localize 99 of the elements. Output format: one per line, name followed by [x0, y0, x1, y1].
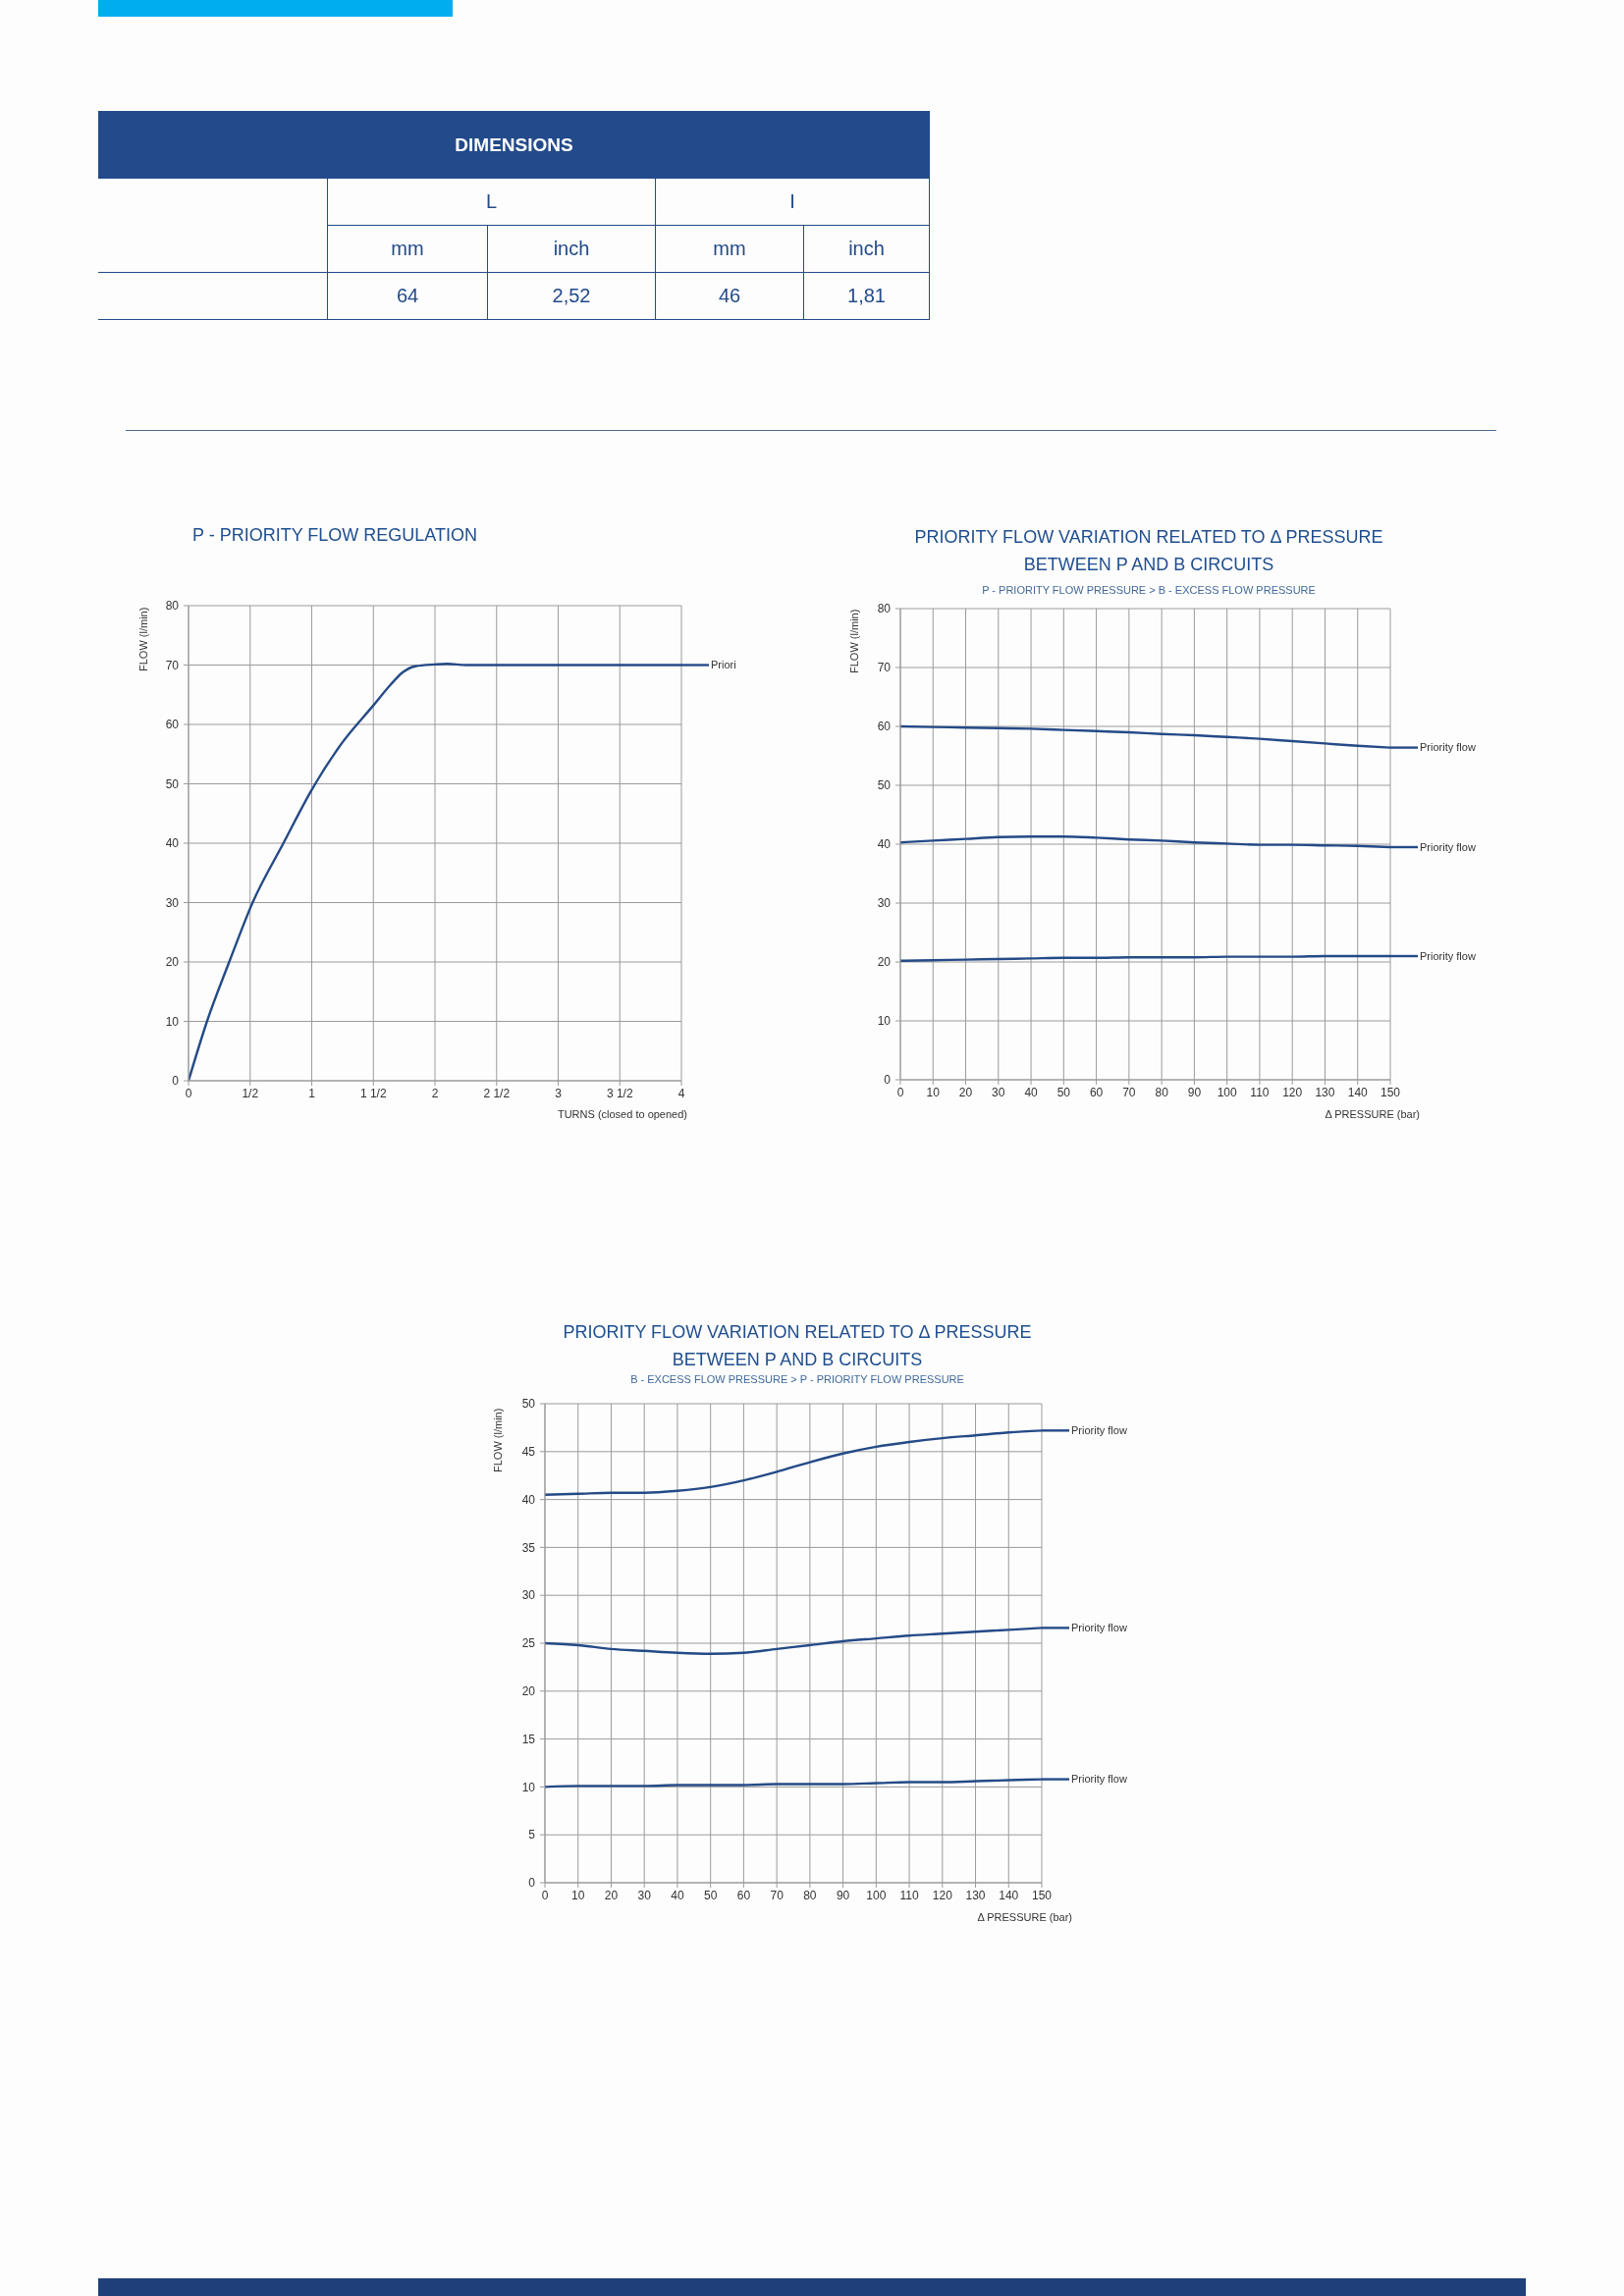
chart-title: P - PRIORITY FLOW REGULATION — [192, 524, 478, 547]
y-tick-label: 50 — [877, 778, 892, 793]
x-tick-label: 140 — [999, 1888, 1019, 1902]
x-tick-label: 3 — [555, 1086, 563, 1100]
y-tick-label: 35 — [521, 1540, 536, 1555]
y-tick-label: 15 — [521, 1732, 536, 1746]
category-label: inch — [553, 238, 590, 260]
y-tick-label: 40 — [877, 837, 892, 852]
x-tick-label: 90 — [836, 1888, 850, 1902]
chart-title: PRIORITY FLOW VARIATION RELATED TO Δ PRESSURE BETWEEN P AND B CIRCUITS — [913, 526, 1384, 576]
y-tick-label: 10 — [165, 1014, 180, 1029]
text: 2,52 — [552, 285, 591, 306]
y-tick-label: 0 — [172, 1074, 180, 1089]
y-tick-label: 70 — [165, 658, 180, 672]
text: 1,81 — [847, 285, 886, 306]
y-tick-label: 20 — [877, 955, 892, 970]
x-tick-label: 60 — [736, 1888, 751, 1902]
x-tick-label: 30 — [992, 1085, 1005, 1099]
y-tick-label: 80 — [165, 599, 180, 614]
y-tick-label: 40 — [165, 836, 180, 851]
x-axis-title: TURNS (closed to opened) — [557, 1108, 687, 1120]
x-tick-label: 150 — [1380, 1085, 1401, 1099]
x-tick-label: 80 — [803, 1888, 817, 1902]
x-tick-label: 100 — [1217, 1085, 1237, 1099]
chart-subtitle: B - EXCESS FLOW PRESSURE > P - PRIORITY FLOW PRESSURE — [629, 1372, 965, 1386]
x-tick-label: 20 — [604, 1888, 619, 1902]
chart-title: PRIORITY FLOW VARIATION RELATED TO Δ PRESSURE BETWEEN P AND B CIRCUITS — [562, 1321, 1033, 1371]
x-tick-label: 4 — [677, 1086, 685, 1100]
x-tick-label: 3 1/2 — [606, 1086, 633, 1100]
y-axis-title: FLOW (l/min) — [848, 609, 861, 673]
x-tick-label: 90 — [1187, 1085, 1202, 1099]
x-tick-label: 1/2 — [242, 1086, 259, 1100]
legend-label: Priority flow — [1420, 949, 1476, 962]
category-label: inch — [848, 238, 885, 260]
legend-label: Priori — [711, 659, 736, 671]
x-tick-label: 10 — [571, 1888, 585, 1902]
y-tick-label: 45 — [521, 1445, 536, 1460]
x-tick-label: 130 — [1315, 1085, 1335, 1099]
x-tick-label: 70 — [1122, 1085, 1136, 1099]
x-tick-label: 110 — [1250, 1085, 1270, 1099]
x-tick-label: 120 — [932, 1888, 953, 1902]
y-tick-label: 30 — [521, 1588, 536, 1603]
legend-label: Priority flow — [1071, 1424, 1127, 1437]
text: I — [789, 190, 795, 213]
x-tick-label: 130 — [965, 1888, 986, 1902]
x-tick-label: 30 — [637, 1888, 652, 1902]
x-tick-label: 120 — [1282, 1085, 1303, 1099]
x-tick-label: 1 — [308, 1086, 316, 1100]
y-tick-label: 20 — [165, 955, 180, 970]
y-tick-label: 10 — [877, 1014, 892, 1029]
y-tick-label: 60 — [877, 720, 892, 734]
text: DIMENSIONS — [455, 133, 573, 156]
y-tick-label: 40 — [521, 1492, 536, 1507]
x-tick-label: 1 1/2 — [359, 1086, 387, 1100]
y-tick-label: 30 — [165, 895, 180, 910]
x-tick-label: 2 — [431, 1086, 439, 1100]
y-tick-label: 60 — [165, 718, 180, 732]
legend-label: Priority flow — [1420, 840, 1476, 853]
text: L — [485, 190, 498, 213]
y-tick-label: 50 — [521, 1397, 536, 1412]
x-axis-title: Δ PRESSURE (bar) — [1325, 1108, 1420, 1120]
x-tick-label: 0 — [896, 1085, 904, 1099]
x-axis-title: Δ PRESSURE (bar) — [977, 1911, 1072, 1923]
category-label: mm — [391, 238, 424, 260]
x-tick-label: 70 — [770, 1888, 785, 1902]
category-label: mm — [713, 238, 746, 260]
x-tick-label: 80 — [1155, 1085, 1169, 1099]
chart-subtitle: P - PRIORITY FLOW PRESSURE > B - EXCESS FLOW PRESSURE — [981, 583, 1317, 597]
y-tick-label: 80 — [877, 602, 892, 616]
x-tick-label: 50 — [1056, 1085, 1071, 1099]
x-tick-label: 50 — [703, 1888, 718, 1902]
y-tick-label: 10 — [521, 1780, 536, 1794]
x-tick-label: 40 — [671, 1888, 684, 1902]
x-tick-label: 60 — [1089, 1085, 1104, 1099]
legend-label: Priority flow — [1071, 1622, 1127, 1634]
text: 46 — [718, 285, 741, 306]
x-tick-label: 100 — [866, 1888, 887, 1902]
text: 64 — [396, 285, 419, 306]
x-tick-label: 10 — [926, 1085, 941, 1099]
x-tick-label: 2 1/2 — [483, 1086, 511, 1100]
y-axis-title: FLOW (l/min) — [492, 1408, 505, 1472]
y-tick-label: 0 — [884, 1073, 892, 1088]
x-tick-label: 0 — [185, 1086, 192, 1100]
x-tick-label: 150 — [1031, 1888, 1053, 1902]
y-tick-label: 30 — [877, 896, 892, 911]
y-axis-title: FLOW (l/min) — [137, 607, 150, 671]
x-tick-label: 0 — [541, 1888, 549, 1902]
y-tick-label: 25 — [521, 1636, 536, 1651]
y-tick-label: 50 — [165, 776, 180, 791]
legend-label: Priority flow — [1071, 1773, 1127, 1786]
x-tick-label: 40 — [1024, 1085, 1039, 1099]
x-tick-label: 20 — [958, 1085, 973, 1099]
legend-label: Priority flow — [1420, 741, 1476, 754]
y-tick-label: 20 — [521, 1684, 536, 1699]
y-tick-label: 5 — [528, 1828, 536, 1842]
y-tick-label: 70 — [877, 661, 892, 675]
x-tick-label: 140 — [1347, 1085, 1369, 1099]
y-tick-label: 0 — [528, 1876, 536, 1891]
x-tick-label: 110 — [899, 1888, 919, 1902]
